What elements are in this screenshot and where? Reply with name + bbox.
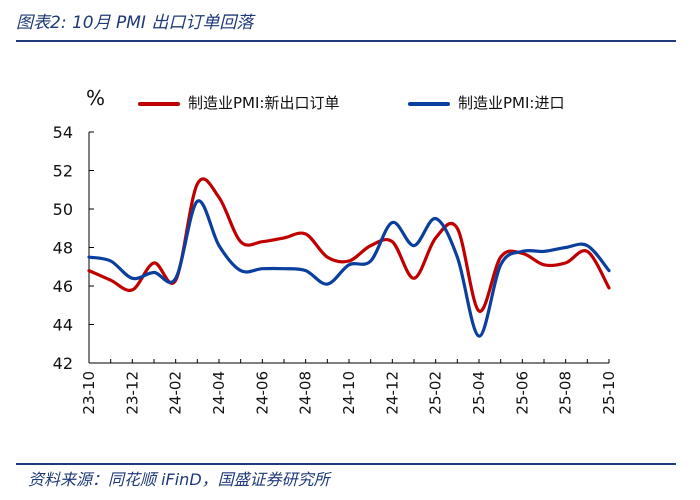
header-divider (16, 40, 676, 42)
x-tick-label: 25-08 (557, 371, 575, 415)
legend-swatch-red (138, 102, 180, 106)
x-tick-label: 24-12 (383, 371, 401, 415)
y-tick-label: 46 (53, 277, 73, 296)
footer-divider (16, 463, 676, 465)
x-tick-label: 23-12 (123, 371, 141, 415)
y-tick-label: 44 (53, 316, 73, 335)
x-tick-label: 24-04 (210, 371, 228, 415)
x-tick-label: 25-04 (470, 371, 488, 415)
source-note: 资料来源：同花顺 iFinD，国盛证券研究所 (28, 470, 330, 489)
x-tick-label: 25-10 (600, 371, 618, 415)
y-tick-label: 52 (53, 162, 73, 181)
x-tick-label: 25-06 (513, 371, 531, 415)
x-tick-label: 24-06 (253, 371, 271, 415)
x-tick-label: 24-08 (297, 371, 315, 415)
legend-label-imports: 制造业PMI:进口 (458, 94, 565, 112)
y-tick-label: 50 (53, 200, 73, 219)
y-tick-label: 42 (53, 354, 73, 373)
x-tick-label: 23-10 (80, 371, 98, 415)
figure-title: 图表2: 10月 PMI 出口订单回落 (16, 13, 254, 33)
series-line-new-export-orders (87, 177, 611, 313)
legend-label-new-export-orders: 制造业PMI:新出口订单 (188, 94, 340, 112)
x-tick-label: 24-10 (340, 371, 358, 415)
x-tick-label: 24-02 (167, 371, 185, 415)
x-tick-label: 25-02 (427, 371, 445, 415)
y-tick-label: 48 (53, 239, 73, 258)
y-tick-label: 54 (53, 123, 73, 142)
legend-swatch-blue (408, 102, 450, 106)
y-axis-unit-label: % (86, 86, 106, 110)
figure-header: 图表2: 10月 PMI 出口订单回落 (16, 6, 676, 42)
series-line-imports (87, 199, 611, 338)
